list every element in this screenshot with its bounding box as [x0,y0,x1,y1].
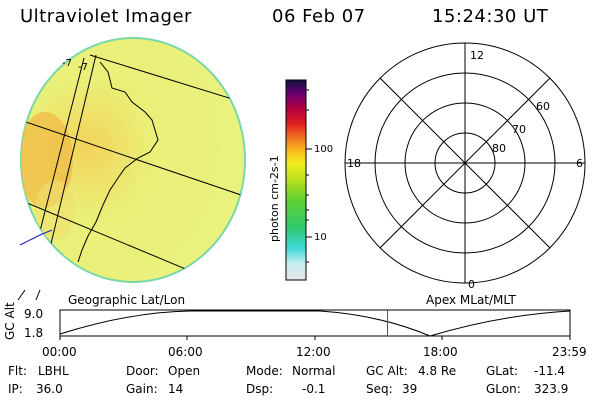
glat-value: -11.4 [534,364,566,378]
mlt-label-0: 0 [468,278,475,291]
glon-value: 323.9 [534,382,569,396]
edge-mark-1: -7 [62,58,72,69]
x-tick-1200: 12:00 [296,345,331,359]
terminator-line [19,229,53,246]
x-tick-0600: 06:00 [168,345,203,359]
colorbar-tick-10: 10 [314,232,327,243]
ip-label: IP: [8,382,23,396]
mlt-label-18: 18 [347,157,361,170]
gain-value: 14 [168,382,184,396]
x-tick-1800: 18:00 [423,345,458,359]
dsp-value: -0.1 [302,382,326,396]
app-title: Ultraviolet Imager [20,6,192,27]
earth-disk [17,37,246,301]
dsp-label: Dsp: [246,382,274,396]
altitude-tick-1-8: 1.8 [24,326,44,340]
filter-value: LBHL [38,364,69,378]
coastline [77,61,159,263]
x-tick-2359: 23:59 [552,345,587,359]
edge-mark-2: -7 [78,62,88,73]
altitude-tick-9: 9.0 [24,307,44,321]
mlt-label-6: 6 [576,157,583,170]
altitude-curve [59,310,571,337]
gc-alt-value: 4.8 Re [418,364,457,378]
ip-value: 36.0 [36,382,63,396]
altitude-axis-label: GC Alt [3,302,17,340]
seq-value: 39 [402,382,418,396]
glat-label: GLat: [486,364,519,378]
gain-label: Gain: [126,382,158,396]
mlat-label-70: 70 [512,123,526,136]
date-label: 06 Feb 07 [272,6,366,27]
mlat-label-60: 60 [536,100,550,113]
gc-alt-label: GC Alt: [366,364,408,378]
door-value: Open [168,364,201,378]
time-label: 15:24:30 UT [432,6,549,27]
colorbar-label: photon cm-2s-1 [268,155,281,242]
altitude-plot [59,309,571,340]
door-label: Door: [126,364,159,378]
lat-lon-grid-outside [17,289,41,301]
x-tick-0000: 00:00 [42,345,77,359]
mlt-label-12: 12 [470,49,484,62]
polar-plot [344,42,586,284]
seq-label: Seq: [366,382,393,396]
colorbar [285,79,312,281]
mode-label: Mode: [246,364,283,378]
polar-panel-label: Apex MLat/MLT [426,293,516,307]
filter-label: Flt: [8,364,27,378]
colorbar-tick-100: 100 [314,144,333,155]
mode-value: Normal [292,364,336,378]
earth-panel-label: Geographic Lat/Lon [68,293,186,307]
mlat-label-80: 80 [492,142,506,155]
glon-label: GLon: [486,382,521,396]
